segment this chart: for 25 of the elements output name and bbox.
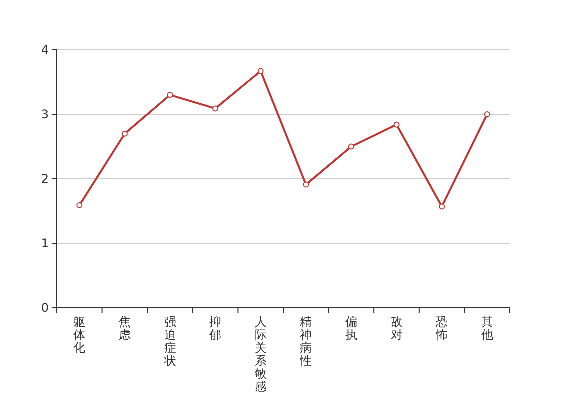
point [258, 68, 264, 74]
point [303, 182, 310, 188]
x-tick-label: 抑郁 [210, 315, 222, 342]
x-tick-label: 偏执 [345, 315, 358, 342]
x-tick-label: 恐怖 [435, 315, 448, 342]
point [167, 92, 174, 98]
point [394, 122, 400, 128]
y-tick-label: 2 [41, 172, 49, 186]
y-tick-label: 4 [41, 43, 49, 57]
point [76, 202, 83, 208]
x-tick-label: 其他 [481, 315, 494, 342]
point [348, 144, 354, 150]
y-tick-label: 3 [41, 108, 49, 122]
x-tick-label: 人际关系敏感 [254, 315, 267, 394]
x-tick-label: 敌对 [390, 315, 403, 342]
x-tick-label: 强迫症状 [163, 315, 176, 368]
y-tick-label: 0 [41, 301, 49, 315]
x-tick-label: 焦虑 [118, 315, 131, 342]
point [484, 112, 490, 118]
point [122, 130, 128, 137]
y-tick-label: 1 [41, 236, 49, 250]
x-tick-label: 躯体化 [74, 315, 86, 355]
point [212, 106, 219, 112]
point [439, 204, 446, 210]
x-tick-label: 精神病性 [299, 315, 312, 368]
